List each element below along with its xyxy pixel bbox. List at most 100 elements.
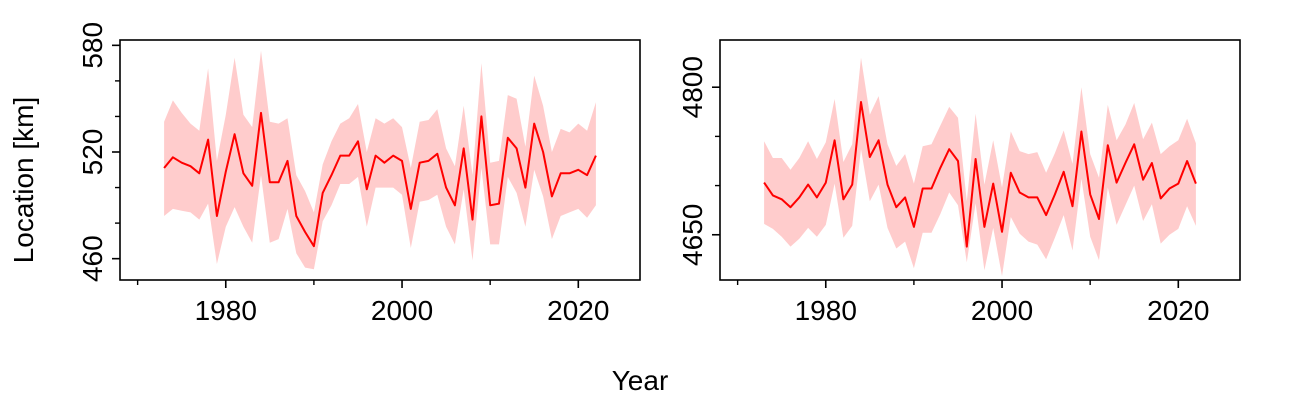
data-point-2008 <box>1071 204 1075 208</box>
y-tick-label-580: 580 <box>77 22 108 69</box>
data-point-1984 <box>859 100 863 104</box>
data-point-2021 <box>585 173 589 177</box>
data-point-1974 <box>171 155 175 159</box>
data-point-1976 <box>789 205 793 209</box>
data-point-2001 <box>409 207 413 211</box>
x-tick-label-1980: 1980 <box>795 295 857 326</box>
data-point-1981 <box>233 132 237 136</box>
data-point-1999 <box>991 182 995 186</box>
data-point-1998 <box>982 225 986 229</box>
data-point-1975 <box>180 161 184 165</box>
data-point-1977 <box>197 171 201 175</box>
data-point-2007 <box>462 146 466 150</box>
data-point-2018 <box>1159 196 1163 200</box>
data-point-1996 <box>965 245 969 249</box>
data-point-1987 <box>286 159 290 163</box>
data-point-2005 <box>1044 213 1048 217</box>
data-point-2014 <box>1123 161 1127 165</box>
data-point-1983 <box>250 184 254 188</box>
data-point-1993 <box>338 154 342 158</box>
data-point-2000 <box>400 159 404 163</box>
data-point-2019 <box>1168 187 1172 191</box>
data-point-1992 <box>930 187 934 191</box>
data-point-1987 <box>886 183 890 187</box>
data-point-2016 <box>541 150 545 154</box>
data-point-1982 <box>241 171 245 175</box>
data-point-1979 <box>215 214 219 218</box>
data-point-2009 <box>479 114 483 118</box>
data-point-1993 <box>938 166 942 170</box>
y-tick-label-4800: 4800 <box>677 56 708 118</box>
data-point-1994 <box>347 154 351 158</box>
data-point-1989 <box>903 195 907 199</box>
data-point-2019 <box>568 171 572 175</box>
data-point-2002 <box>418 161 422 165</box>
data-point-2011 <box>497 202 501 206</box>
plot-frame <box>719 39 1241 281</box>
x-tick-label-1980: 1980 <box>195 295 257 326</box>
x-tick-label-2020: 2020 <box>1147 295 1209 326</box>
data-point-1988 <box>294 214 298 218</box>
data-point-2017 <box>550 194 554 198</box>
data-point-1990 <box>912 225 916 229</box>
data-point-1995 <box>356 139 360 143</box>
data-point-2006 <box>453 203 457 207</box>
y-axis-label: Location [km] <box>8 97 39 264</box>
data-point-1980 <box>824 181 828 185</box>
data-point-2022 <box>594 154 598 158</box>
data-point-2003 <box>1027 195 1031 199</box>
y-tick-label-460: 460 <box>77 235 108 282</box>
data-point-2010 <box>488 203 492 207</box>
data-point-1977 <box>797 195 801 199</box>
data-point-2015 <box>1132 142 1136 146</box>
data-point-2016 <box>1141 178 1145 182</box>
data-point-2020 <box>576 168 580 172</box>
data-point-2003 <box>427 159 431 163</box>
data-point-1998 <box>382 161 386 165</box>
data-point-1991 <box>921 187 925 191</box>
data-point-1994 <box>947 147 951 151</box>
x-tick-label-2000: 2000 <box>371 295 433 326</box>
data-point-2000 <box>1000 230 1004 234</box>
x-axis-label: Year <box>612 365 669 396</box>
data-point-1985 <box>868 155 872 159</box>
data-point-1980 <box>224 170 228 174</box>
data-point-1981 <box>833 138 837 142</box>
series-line <box>763 101 1197 248</box>
data-point-1991 <box>321 191 325 195</box>
data-point-2013 <box>515 146 519 150</box>
data-point-2017 <box>1150 161 1154 165</box>
data-point-2009 <box>1079 130 1083 134</box>
data-point-1995 <box>956 159 960 163</box>
data-point-1976 <box>189 164 193 168</box>
data-point-1997 <box>374 154 378 158</box>
data-point-2007 <box>1062 170 1066 174</box>
data-point-1997 <box>974 157 978 161</box>
data-point-1982 <box>841 197 845 201</box>
confidence-band <box>764 57 1196 277</box>
data-point-1983 <box>850 183 854 187</box>
data-point-1988 <box>894 205 898 209</box>
data-point-1978 <box>206 138 210 142</box>
data-point-1992 <box>330 173 334 177</box>
data-point-2010 <box>1088 192 1092 196</box>
data-point-1975 <box>780 197 784 201</box>
data-point-2018 <box>559 171 563 175</box>
data-point-2014 <box>523 186 527 190</box>
data-point-1999 <box>391 154 395 158</box>
data-point-1986 <box>277 180 281 184</box>
data-point-1996 <box>365 187 369 191</box>
data-point-2001 <box>1009 171 1013 175</box>
data-point-1984 <box>259 111 263 115</box>
data-point-1978 <box>806 183 810 187</box>
data-point-1986 <box>877 138 881 142</box>
left-panel: 1980 2000 2020 460 520 580 <box>77 22 641 326</box>
data-point-1973 <box>762 181 766 185</box>
data-point-2006 <box>1053 192 1057 196</box>
data-point-2021 <box>1185 159 1189 163</box>
data-point-1990 <box>312 244 316 248</box>
data-point-2020 <box>1176 182 1180 186</box>
x-tick-label-2020: 2020 <box>547 295 609 326</box>
data-point-2012 <box>506 136 510 140</box>
